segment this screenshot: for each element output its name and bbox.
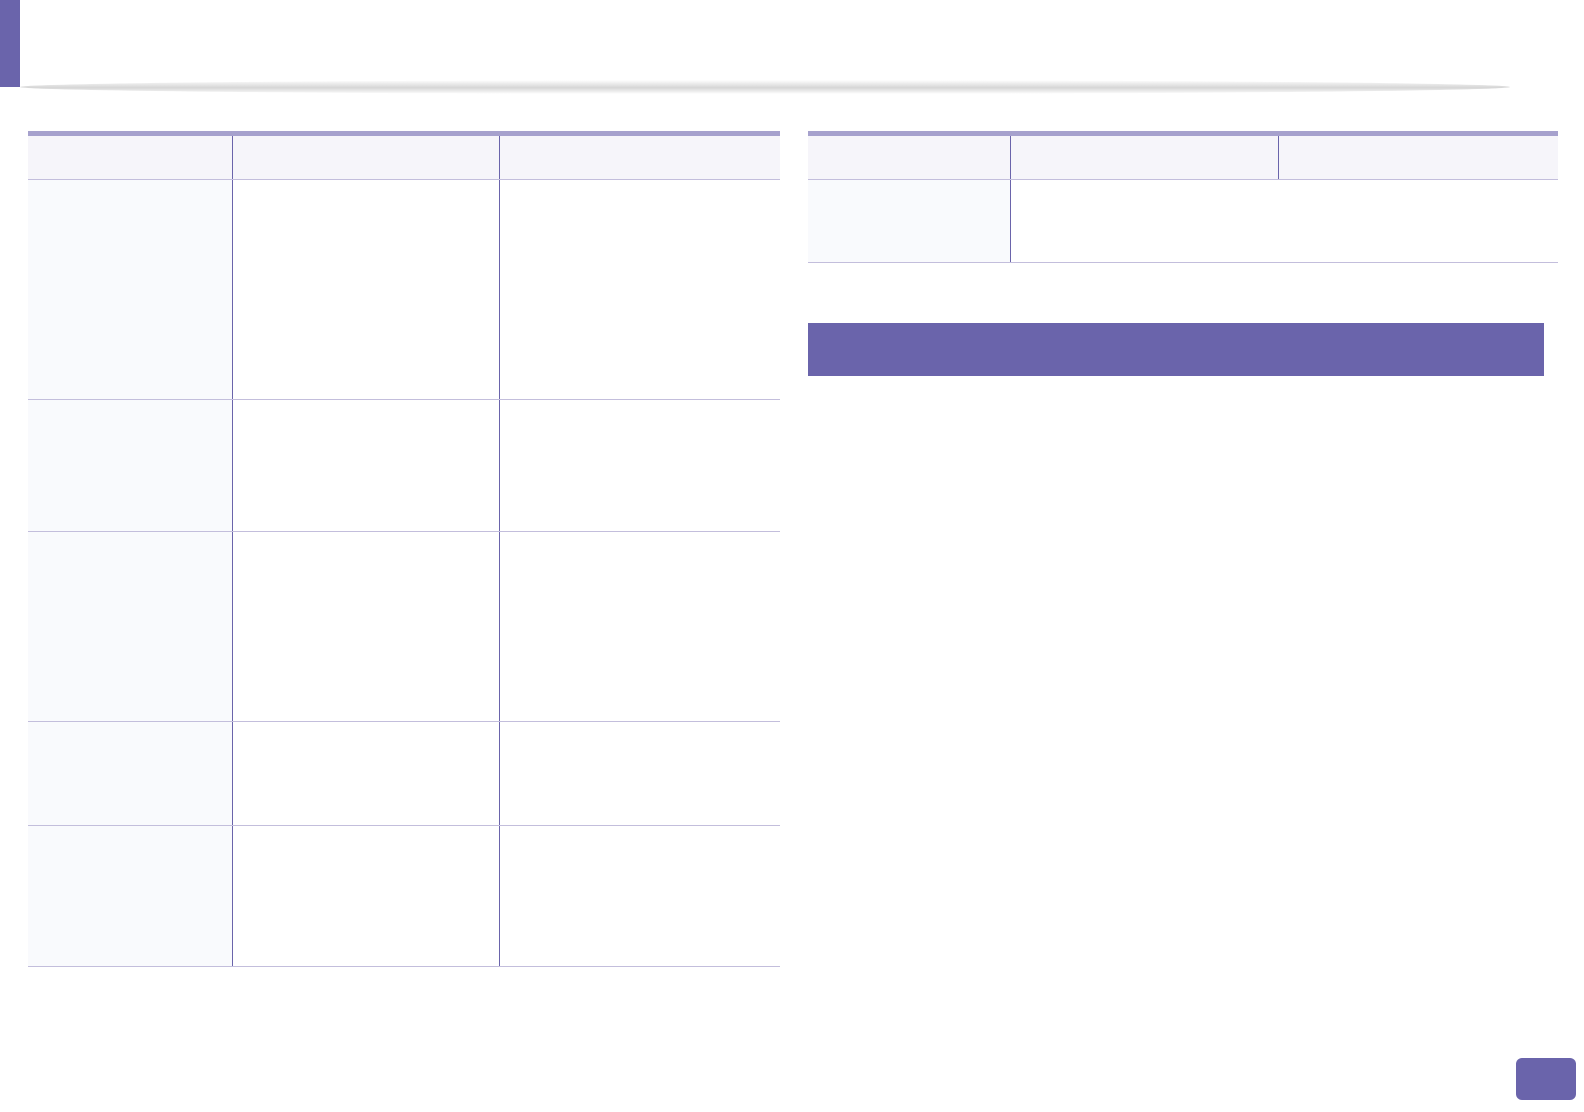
cell [28, 721, 232, 826]
chapter-tab [0, 0, 20, 87]
header-cell [231, 133, 499, 180]
cell [28, 531, 232, 722]
cell [231, 531, 499, 722]
cell [231, 399, 499, 532]
cell [231, 721, 499, 826]
cell [28, 179, 232, 400]
table-row [808, 179, 1558, 263]
cell [498, 399, 780, 532]
cell [498, 721, 780, 826]
cell [498, 825, 780, 967]
cell [28, 399, 232, 532]
header-cell [498, 133, 780, 180]
table-row [28, 179, 780, 400]
header-divider [20, 80, 1510, 94]
section-heading-bar [808, 323, 1544, 376]
cell [1009, 179, 1558, 263]
header-cell [1009, 133, 1278, 180]
table-header [808, 133, 1558, 180]
table-row [28, 531, 780, 722]
table-header [28, 133, 780, 180]
left-table [28, 131, 780, 967]
cell [498, 179, 780, 400]
cell [231, 825, 499, 967]
header-cell [1277, 133, 1558, 180]
cell [28, 825, 232, 967]
page-number-badge [1516, 1058, 1576, 1100]
cell [498, 531, 780, 722]
table-row [28, 399, 780, 532]
cell [231, 179, 499, 400]
cell [808, 179, 1010, 263]
header-cell [808, 133, 1010, 180]
table-row [28, 721, 780, 826]
right-table [808, 131, 1558, 263]
table-row [28, 825, 780, 967]
header-cell [28, 133, 232, 180]
